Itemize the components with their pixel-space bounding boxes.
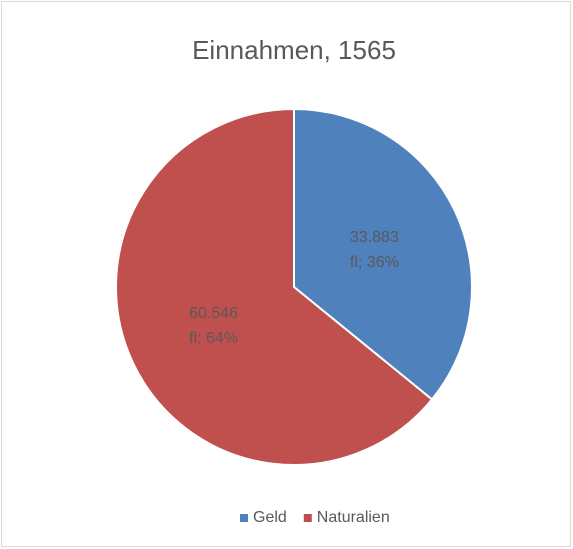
pie-slice: [115, 107, 434, 466]
legend-label: Naturalien: [317, 509, 390, 526]
data-label: 60.546 fl; 64%: [189, 305, 238, 347]
data-label: 33.883 fl; 36%: [350, 229, 399, 271]
chart-title: Einnahmen, 1565: [192, 35, 396, 65]
legend-swatch: [240, 514, 248, 522]
pie-slice: [293, 107, 473, 401]
legend-label: Geld: [253, 509, 287, 526]
legend-swatch: [303, 514, 312, 522]
